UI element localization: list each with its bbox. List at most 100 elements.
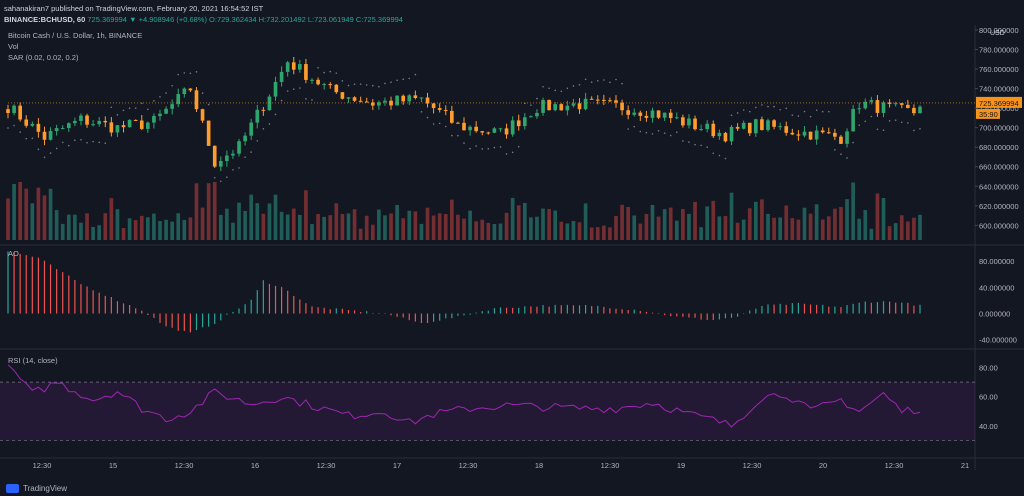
candle-body <box>772 120 776 127</box>
candle-body <box>139 120 144 129</box>
candle-body <box>833 132 837 137</box>
volume-bar <box>443 214 448 240</box>
sar-dot <box>858 124 860 127</box>
ao-bar <box>408 313 410 321</box>
candle-body <box>486 132 491 134</box>
ao-bar <box>293 295 295 314</box>
volume-bar <box>413 211 418 240</box>
tradingview-logo[interactable]: TradingView <box>6 484 67 493</box>
volume-bar <box>66 214 71 240</box>
candle-body <box>54 128 59 132</box>
volume-bar <box>54 210 59 240</box>
sar-dot <box>742 109 745 111</box>
candle-body <box>419 97 424 99</box>
volume-bar <box>395 205 399 240</box>
sar-dot <box>335 72 338 74</box>
candle-body <box>237 141 241 154</box>
sar-dot <box>220 180 222 183</box>
ao-bar <box>578 305 581 314</box>
candle-body <box>170 104 174 109</box>
sar-dot <box>86 141 88 144</box>
candle-body <box>693 118 697 130</box>
ao-bar <box>141 310 143 314</box>
ao-bar <box>597 305 599 314</box>
sar-dot <box>676 131 678 133</box>
sar-dot <box>37 148 40 151</box>
sar-dot <box>98 141 100 144</box>
ao-bar <box>682 313 684 317</box>
sar-dot <box>61 141 64 144</box>
volume-bar <box>474 221 478 240</box>
volume-bar <box>839 207 843 240</box>
ao-bar <box>907 302 909 314</box>
ao-bar <box>433 313 435 322</box>
candle-body <box>188 88 193 91</box>
ao-bar <box>116 301 119 314</box>
candle-body <box>863 101 868 109</box>
candle-body <box>826 132 831 134</box>
sar-dot <box>147 108 149 111</box>
sar-dot <box>92 140 94 143</box>
sar-dot <box>724 157 727 160</box>
ao-bar <box>80 284 82 314</box>
candle-body <box>225 155 229 161</box>
time-tick-label: 15 <box>109 461 117 470</box>
volume-bar <box>48 188 53 240</box>
sar-dot <box>870 115 873 118</box>
currency-label: USD <box>990 30 1005 37</box>
candle-body <box>717 132 722 137</box>
volume-bar <box>535 216 539 240</box>
candle-body <box>285 62 290 72</box>
candle-body <box>133 119 138 121</box>
candle-body <box>510 120 515 135</box>
volume-bar <box>164 219 168 240</box>
ao-bar <box>645 311 647 314</box>
volume-bar <box>73 214 77 240</box>
candle-body <box>291 62 296 70</box>
sar-dot <box>408 77 411 80</box>
sar-dot <box>517 145 520 148</box>
sar-dot <box>189 72 192 75</box>
ao-bar <box>724 313 727 319</box>
rsi-band <box>0 382 975 441</box>
candle-body <box>577 103 582 110</box>
sar-dot <box>554 89 556 92</box>
candle-body <box>340 92 345 99</box>
ao-bar <box>299 299 301 314</box>
volume-bar <box>875 193 880 240</box>
time-tick-label: 19 <box>677 461 685 470</box>
candle-body <box>626 110 630 115</box>
sar-dot <box>882 129 885 131</box>
ao-bar <box>256 290 258 314</box>
sar-dot <box>566 87 569 90</box>
ao-bar <box>317 307 319 314</box>
candle-body <box>267 96 272 111</box>
sar-dot <box>530 104 532 106</box>
volume-bar <box>261 213 266 240</box>
sar-dot <box>499 146 502 148</box>
ao-bar <box>499 307 502 314</box>
ao-bar <box>347 310 350 314</box>
sar-dot <box>341 80 344 82</box>
candle-body <box>681 117 685 126</box>
candle-body <box>620 102 624 111</box>
volume-bar <box>340 214 345 240</box>
candle-body <box>638 112 643 116</box>
main-legend-title: Bitcoin Cash / U.S. Dollar, 1h, BINANCE <box>8 31 143 40</box>
volume-bar <box>152 213 156 240</box>
candle-body <box>741 122 746 129</box>
volume-bar <box>741 219 746 240</box>
volume-bar <box>796 219 801 240</box>
ao-bar <box>609 308 611 314</box>
ao-bar <box>524 306 526 314</box>
volume-bar <box>486 222 491 240</box>
sar-dot <box>864 120 867 123</box>
time-tick-label: 12:30 <box>317 461 336 470</box>
volume-bar <box>766 213 770 240</box>
publish-line: sahanakiran7 published on TradingView.co… <box>4 4 264 13</box>
ao-histogram <box>7 251 921 333</box>
sar-dot <box>821 110 824 113</box>
ao-bar <box>201 313 204 328</box>
volume-bar <box>279 211 284 240</box>
volume-bar <box>589 227 594 240</box>
